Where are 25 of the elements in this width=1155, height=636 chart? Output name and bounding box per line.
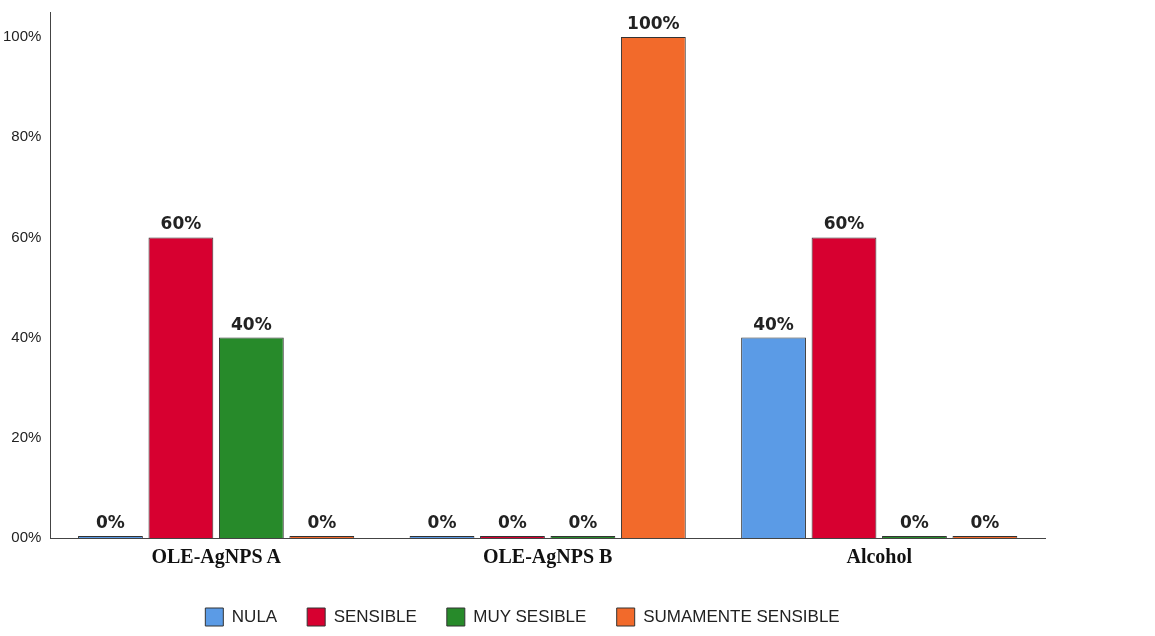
y-tick-label: 80% xyxy=(11,127,42,145)
data-label: 0% xyxy=(568,511,598,532)
data-label: 40% xyxy=(753,313,794,334)
data-label: 0% xyxy=(498,511,527,532)
data-label: 0% xyxy=(96,511,125,532)
legend-label: SUMAMENTE SENSIBLE xyxy=(643,606,840,626)
data-label: 60% xyxy=(160,213,202,234)
x-tick-label: OLE-AgNPS A xyxy=(151,545,282,569)
data-label: 0% xyxy=(900,511,929,532)
data-label: 0% xyxy=(427,511,457,532)
legend-label: SENSIBLE xyxy=(333,606,417,626)
data-label: 100% xyxy=(627,12,680,33)
x-tick-label: OLE-AgNPS B xyxy=(482,545,613,569)
y-tick-label: 100% xyxy=(2,27,42,45)
legend-label: MUY SESIBLE xyxy=(473,606,587,626)
y-tick-label: 60% xyxy=(11,227,42,245)
x-tick-label: Alcohol xyxy=(846,545,913,568)
data-label: 40% xyxy=(231,313,272,334)
y-tick-label: 40% xyxy=(11,327,42,345)
data-label: 60% xyxy=(823,213,865,234)
y-tick-label: 20% xyxy=(11,427,42,445)
data-label: 0% xyxy=(970,511,1000,532)
data-label: 0% xyxy=(307,511,337,532)
legend-label: NULA xyxy=(231,606,278,626)
y-tick-label: 00% xyxy=(11,528,42,546)
